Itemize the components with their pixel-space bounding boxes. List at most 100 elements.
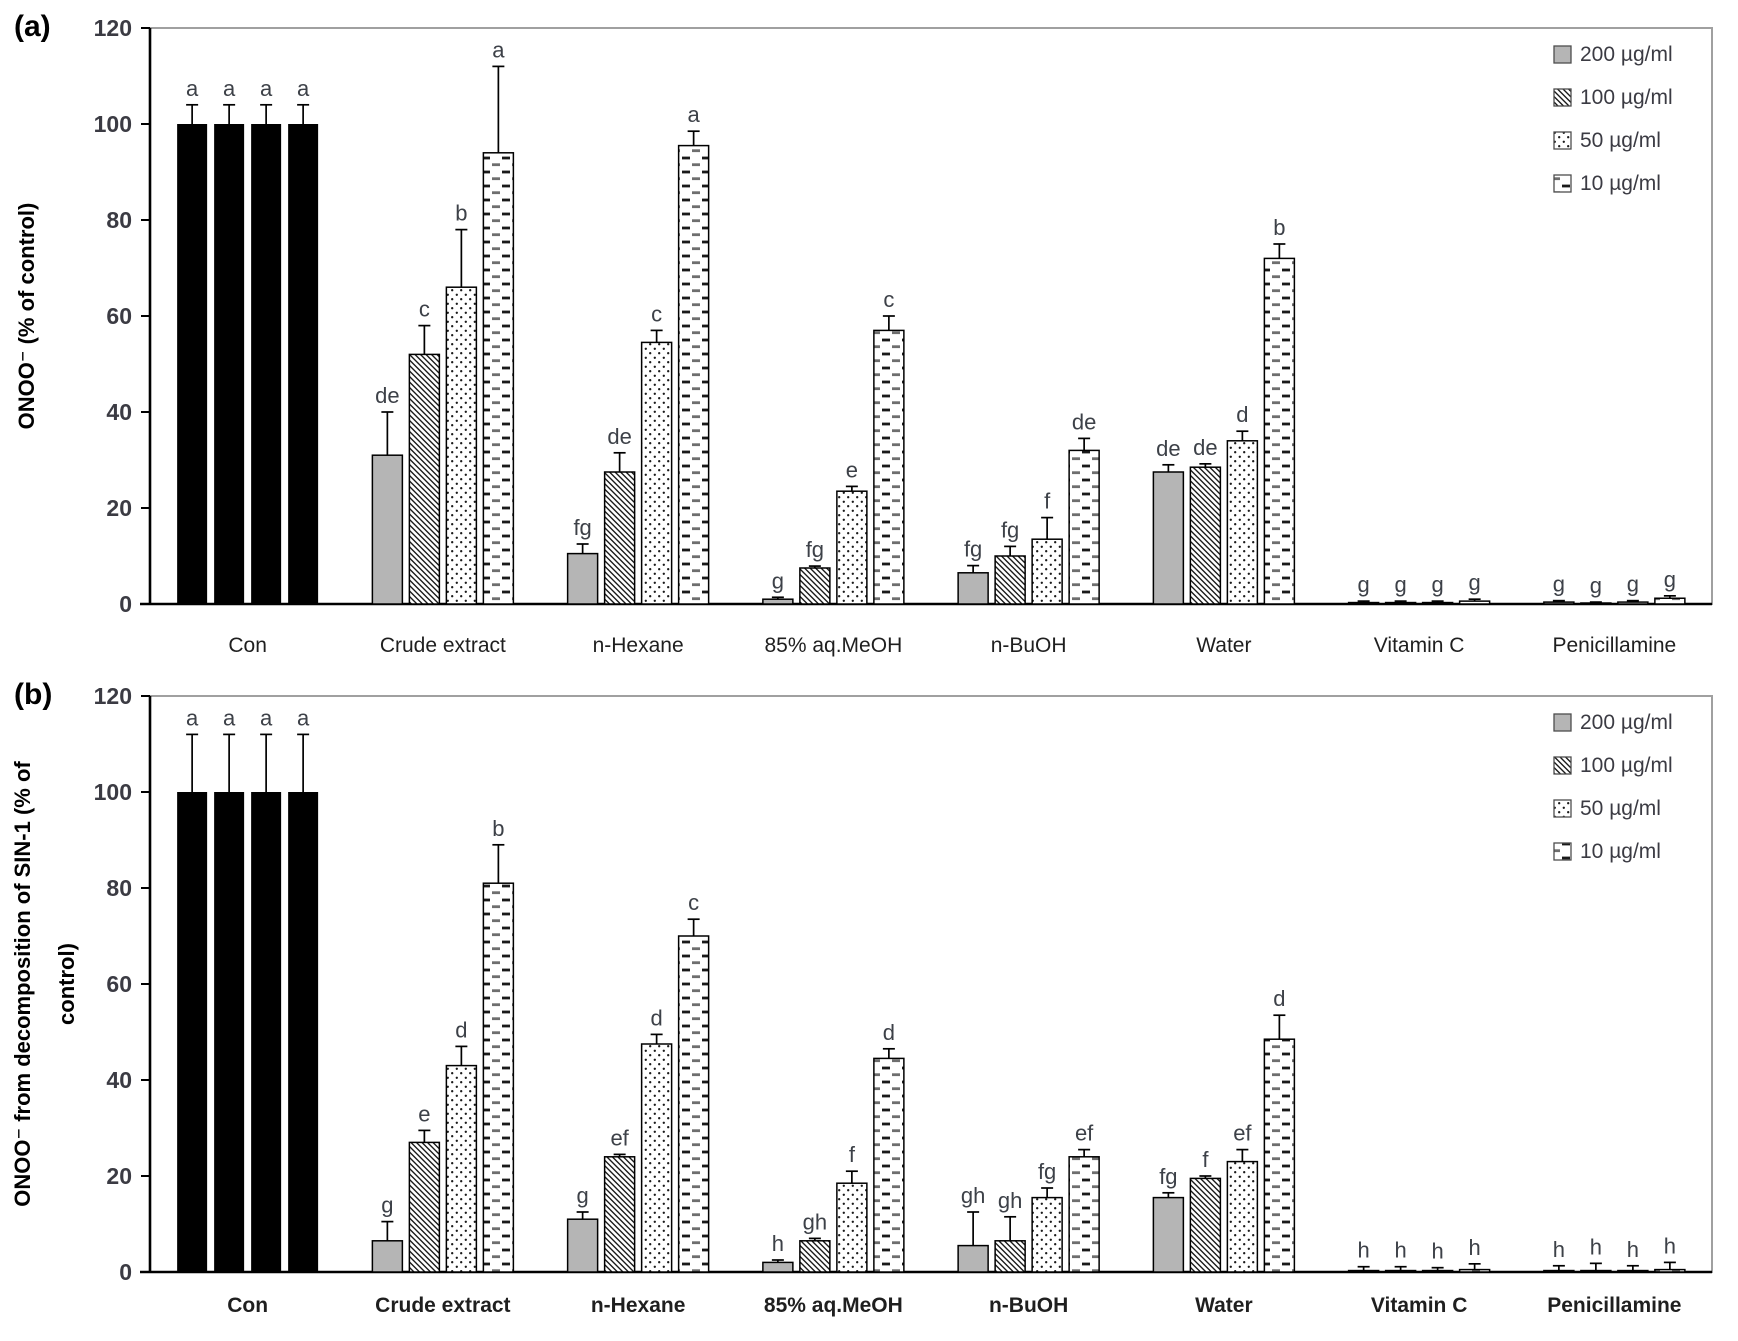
bar xyxy=(873,329,905,605)
bar xyxy=(1226,440,1259,605)
sig-letter: g xyxy=(1590,573,1602,598)
sig-letter: a xyxy=(223,76,236,101)
y-tick-label: 100 xyxy=(94,111,132,137)
sig-letter: de xyxy=(607,424,631,449)
sig-letter: a xyxy=(297,76,310,101)
legend-swatch xyxy=(1553,45,1572,64)
bar xyxy=(1543,601,1575,605)
bar xyxy=(1152,1196,1185,1273)
bar xyxy=(1384,1269,1417,1273)
bar xyxy=(408,353,441,605)
category-label: Vitamin C xyxy=(1371,1294,1467,1317)
legend-swatch xyxy=(1553,756,1572,775)
sig-letter: g xyxy=(1395,572,1407,597)
category-label: Penicillamine xyxy=(1553,634,1677,657)
bar xyxy=(214,792,245,1272)
y-tick-label: 100 xyxy=(94,779,132,805)
bar xyxy=(566,552,599,605)
bar xyxy=(445,1064,478,1273)
category-label: Water xyxy=(1195,1294,1253,1317)
legend-label: 10 µg/ml xyxy=(1580,172,1661,195)
sig-letter: ef xyxy=(1233,1121,1252,1146)
sig-letter: a xyxy=(297,705,310,730)
bar xyxy=(1152,471,1185,605)
sig-letter: h xyxy=(772,1231,784,1256)
sig-letter: g xyxy=(1358,572,1370,597)
bar xyxy=(1421,1269,1454,1273)
y-axis-title: ONOO⁻ (% of control) xyxy=(14,203,39,430)
sig-letter: f xyxy=(1202,1147,1209,1172)
category-label: Vitamin C xyxy=(1374,634,1465,657)
bar xyxy=(873,1057,905,1273)
legend-label: 50 µg/ml xyxy=(1580,129,1661,152)
category-label: Con xyxy=(227,1294,268,1317)
category-label: n-Hexane xyxy=(591,1294,686,1317)
sig-letter: d xyxy=(1236,402,1248,427)
sig-letter: b xyxy=(1273,215,1285,240)
sig-letter: e xyxy=(418,1101,430,1126)
sig-letter: h xyxy=(1553,1237,1565,1262)
bar xyxy=(251,124,282,604)
category-label: Con xyxy=(228,634,267,657)
bar xyxy=(640,341,673,605)
legend-swatch xyxy=(1553,174,1572,193)
category-label: n-BuOH xyxy=(989,1294,1068,1317)
bar xyxy=(640,1043,673,1273)
sig-letter: c xyxy=(651,301,662,326)
bar xyxy=(1347,601,1380,605)
legend-swatch xyxy=(1553,842,1572,861)
sig-letter: a xyxy=(688,102,701,127)
bar xyxy=(482,152,515,605)
category-label: Crude extract xyxy=(380,634,506,657)
y-tick-label: 60 xyxy=(106,971,132,997)
y-tick-label: 40 xyxy=(106,399,132,425)
sig-letter: h xyxy=(1664,1233,1676,1258)
bar xyxy=(1189,1177,1222,1273)
sig-letter: h xyxy=(1469,1235,1481,1260)
bar xyxy=(214,124,245,604)
sig-letter: a xyxy=(260,76,273,101)
sig-letter: d xyxy=(651,1005,663,1030)
sig-letter: g xyxy=(1627,572,1639,597)
sig-letter: a xyxy=(186,76,199,101)
sig-letter: fg xyxy=(964,537,982,562)
category-label: n-Hexane xyxy=(593,634,684,657)
bar xyxy=(677,935,710,1273)
bar xyxy=(1580,1269,1612,1273)
legend-swatch xyxy=(1553,88,1572,107)
sig-letter: de xyxy=(1072,409,1096,434)
bar xyxy=(1068,1156,1100,1273)
category-label: Penicillamine xyxy=(1547,1294,1681,1317)
bar xyxy=(177,124,208,604)
legend-label: 100 µg/ml xyxy=(1580,86,1673,109)
bar xyxy=(177,792,208,1272)
sig-letter: h xyxy=(1590,1234,1602,1259)
bar xyxy=(1347,1269,1380,1273)
bar xyxy=(408,1141,441,1273)
sig-letter: ef xyxy=(1075,1121,1094,1146)
bar xyxy=(251,792,282,1272)
bar xyxy=(1543,1269,1575,1273)
sig-letter: g xyxy=(577,1183,589,1208)
category-label: 85% aq.MeOH xyxy=(764,1294,903,1317)
bar xyxy=(836,490,868,605)
sig-letter: h xyxy=(1432,1239,1444,1264)
bar xyxy=(1263,257,1296,605)
sig-letter: g xyxy=(381,1193,393,1218)
bar xyxy=(1617,1269,1649,1273)
legend-swatch xyxy=(1553,713,1572,732)
bar xyxy=(288,124,319,604)
bar xyxy=(1384,601,1417,605)
y-tick-label: 80 xyxy=(106,207,132,233)
bar xyxy=(1580,602,1612,605)
legend-label: 10 µg/ml xyxy=(1580,840,1661,863)
bar xyxy=(288,792,319,1272)
y-tick-label: 20 xyxy=(106,1163,132,1189)
sig-letter: fg xyxy=(1038,1159,1056,1184)
sig-letter: h xyxy=(1627,1237,1639,1262)
y-axis-title: control) xyxy=(54,943,79,1025)
bar xyxy=(1263,1038,1296,1273)
bar xyxy=(762,598,794,605)
